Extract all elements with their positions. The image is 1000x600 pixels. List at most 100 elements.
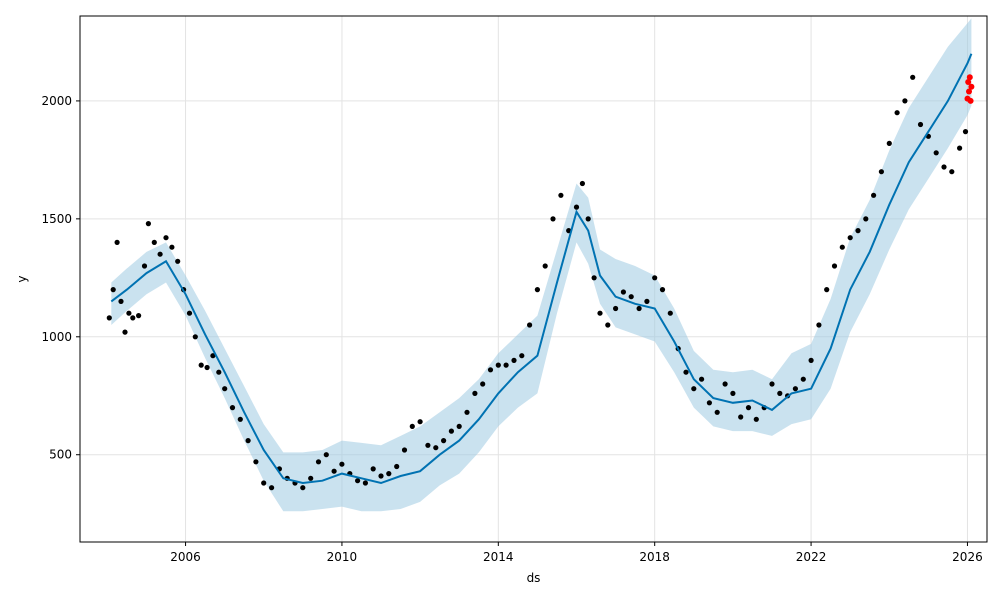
y-tick-label: 1000 <box>41 330 72 344</box>
observed-point <box>855 228 861 234</box>
observed-point <box>480 381 486 387</box>
observed-point <box>714 409 720 415</box>
observed-point <box>355 478 361 484</box>
observed-point <box>659 287 666 293</box>
x-axis-label: ds <box>527 571 541 585</box>
observed-point <box>691 386 697 392</box>
observed-point <box>816 322 822 328</box>
observed-point <box>644 298 650 304</box>
observed-point <box>464 409 470 415</box>
observed-point <box>237 416 243 422</box>
observed-point <box>198 362 204 368</box>
observed-point <box>597 310 603 316</box>
observed-point <box>941 164 947 170</box>
observed-point <box>141 263 148 269</box>
observed-point <box>204 364 210 371</box>
observed-point <box>323 452 329 458</box>
recent-point <box>965 79 972 85</box>
observed-point <box>386 471 392 477</box>
uncertainty-band-layer <box>111 18 972 512</box>
observed-point <box>370 466 376 472</box>
observed-point <box>425 442 431 448</box>
observed-point <box>933 150 939 156</box>
observed-point <box>808 357 814 363</box>
observed-point <box>527 322 533 328</box>
observed-point <box>308 475 314 481</box>
observed-point <box>542 263 548 269</box>
observed-points-layer <box>106 74 969 491</box>
observed-point <box>130 315 136 321</box>
observed-point <box>730 390 736 396</box>
x-tick-label: 2014 <box>483 550 514 564</box>
observed-point <box>558 192 564 198</box>
observed-point <box>800 376 806 382</box>
observed-point <box>417 419 423 425</box>
observed-point <box>315 459 322 465</box>
observed-point <box>487 367 494 373</box>
observed-point <box>472 390 478 396</box>
observed-point <box>534 287 541 293</box>
forecast-line <box>110 53 973 485</box>
x-tick-label: 2022 <box>796 550 827 564</box>
observed-point <box>331 468 337 474</box>
observed-point <box>863 216 869 222</box>
observed-point <box>886 140 892 146</box>
observed-point <box>962 129 969 135</box>
observed-point <box>192 334 198 340</box>
observed-point <box>839 244 845 250</box>
observed-point <box>245 438 251 444</box>
observed-point <box>871 192 877 198</box>
observed-point <box>106 315 112 321</box>
observed-point <box>847 235 853 241</box>
observed-point <box>456 423 462 429</box>
observed-point <box>229 405 236 411</box>
observed-point <box>169 244 175 250</box>
observed-point <box>145 221 151 227</box>
y-axis-ticks: 500 1000 1500 2000 <box>41 94 80 462</box>
observed-point <box>878 169 885 175</box>
observed-point <box>667 310 673 316</box>
observed-point <box>261 480 267 486</box>
observed-point <box>448 428 454 434</box>
observed-point <box>620 289 627 295</box>
observed-point <box>511 357 517 363</box>
observed-point <box>573 204 580 210</box>
observed-point <box>175 258 181 264</box>
observed-point <box>300 485 306 491</box>
recent-point <box>968 83 975 90</box>
recent-point <box>967 97 974 104</box>
observed-point <box>378 473 384 479</box>
recent-point <box>966 74 973 81</box>
observed-point <box>706 400 713 406</box>
observed-point <box>157 251 163 257</box>
forecast-line-layer <box>110 53 973 485</box>
observed-point <box>110 287 116 293</box>
x-tick-label: 2010 <box>327 550 358 564</box>
observed-point <box>394 463 400 470</box>
observed-point <box>503 362 509 368</box>
observed-point <box>550 216 556 222</box>
observed-point <box>738 414 744 420</box>
observed-point <box>216 369 222 375</box>
observed-point <box>433 445 439 451</box>
observed-point <box>114 239 120 245</box>
y-tick-label: 500 <box>49 448 72 462</box>
observed-point <box>122 329 128 335</box>
observed-point <box>902 98 908 104</box>
observed-point <box>441 438 447 444</box>
observed-point <box>777 390 783 396</box>
observed-point <box>917 121 924 128</box>
observed-point <box>579 180 586 187</box>
observed-point <box>151 239 157 245</box>
observed-point <box>652 275 658 281</box>
observed-point <box>699 376 705 382</box>
observed-point <box>339 461 345 467</box>
uncertainty-band <box>111 18 972 512</box>
recent-points-layer <box>964 74 975 104</box>
observed-point <box>401 447 408 453</box>
observed-point <box>628 294 634 300</box>
observed-point <box>222 386 228 392</box>
y-axis-label: y <box>15 275 29 282</box>
observed-point <box>949 169 955 175</box>
observed-point <box>210 353 216 359</box>
